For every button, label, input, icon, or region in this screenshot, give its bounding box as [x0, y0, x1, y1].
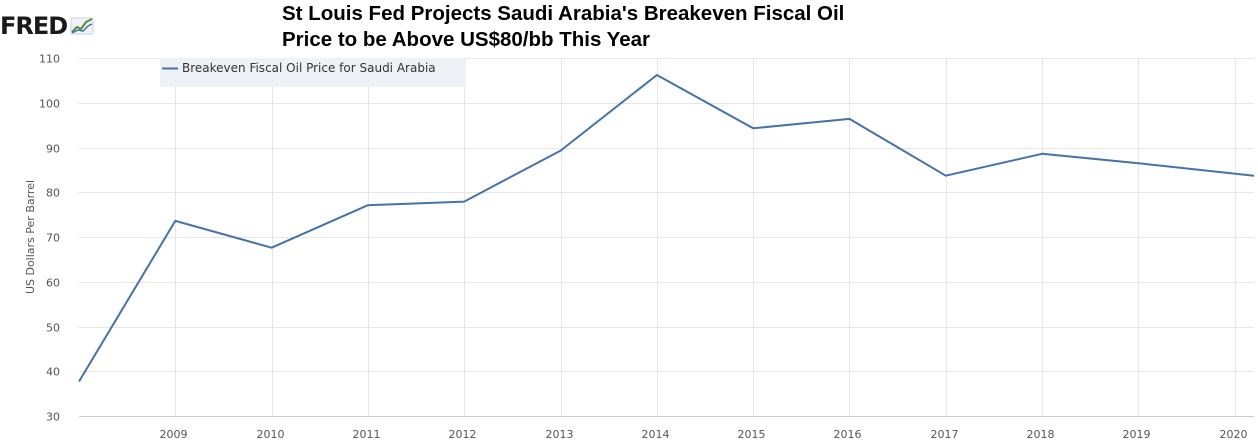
- x-tick-label: 2017: [931, 428, 959, 441]
- chart-title-line-1: St Louis Fed Projects Saudi Arabia's Bre…: [282, 2, 845, 25]
- x-tick-label: 2011: [353, 428, 381, 441]
- y-tick-label: 50: [46, 322, 60, 335]
- y-tick-label: 40: [46, 366, 60, 379]
- y-tick-label: 80: [46, 187, 60, 200]
- legend: Breakeven Fiscal Oil Price for Saudi Ara…: [160, 58, 466, 87]
- y-tick-label: 100: [39, 98, 60, 111]
- x-tick-label: 2009: [160, 428, 188, 441]
- y-tick-label: 110: [39, 53, 60, 66]
- series-layer: [78, 74, 1255, 383]
- y-axis-label: US Dollars Per Barrel: [24, 180, 37, 294]
- y-tick-label: 70: [46, 232, 60, 245]
- legend-label: Breakeven Fiscal Oil Price for Saudi Ara…: [182, 61, 436, 75]
- x-tick-label: 2014: [642, 428, 670, 441]
- y-tick-label: 60: [46, 277, 60, 290]
- y-tick-label: 30: [46, 411, 60, 424]
- x-tick-label: 2010: [257, 428, 285, 441]
- x-tick-label: 2019: [1123, 428, 1151, 441]
- gridlines: [79, 58, 1254, 417]
- x-tick-label: 2015: [738, 428, 766, 441]
- axes: 30 40 50 60 70 80 90 100 110 2009 2010 2011 2012 2013…: [39, 53, 1254, 441]
- fred-logo-text: FRED: [0, 12, 68, 40]
- fred-logo: FRED: [0, 12, 94, 40]
- x-tick-label: 2018: [1027, 428, 1055, 441]
- x-tick-label: 2016: [834, 428, 862, 441]
- legend-box: [160, 58, 466, 87]
- x-tick-label: 2013: [546, 428, 574, 441]
- y-tick-label: 90: [46, 143, 60, 156]
- chart-title: St Louis Fed Projects Saudi Arabia's Bre…: [282, 1, 1042, 53]
- chart-trend-icon: [70, 17, 94, 35]
- x-tick-label: 2012: [449, 428, 477, 441]
- x-tick-label: 2020: [1220, 428, 1248, 441]
- chart-title-line-2: Price to be Above US$80/bb This Year: [282, 28, 650, 51]
